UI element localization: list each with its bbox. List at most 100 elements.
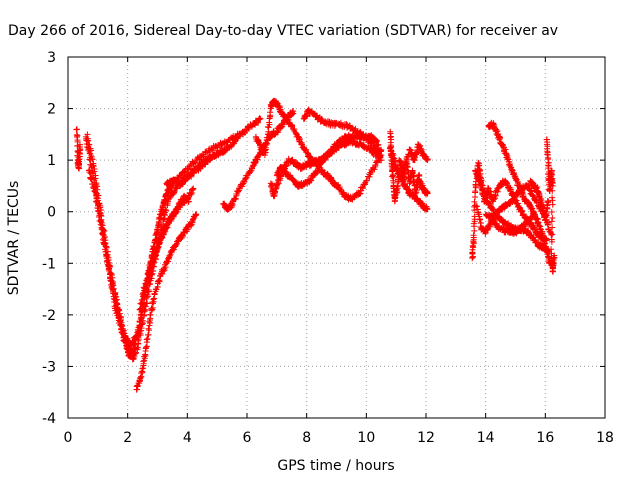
data-point — [150, 253, 157, 260]
data-point — [280, 111, 287, 118]
x-tick-label: 16 — [536, 430, 554, 446]
data-point — [112, 296, 119, 303]
series-trace-t — [473, 182, 555, 238]
data-point — [132, 350, 139, 357]
data-point — [87, 175, 94, 182]
data-point — [88, 176, 95, 183]
y-tick-label: 1 — [47, 153, 56, 169]
data-point — [535, 219, 542, 226]
y-tick-label: -3 — [42, 359, 56, 375]
series-trace-v — [527, 177, 552, 224]
series-trace-c — [84, 131, 242, 363]
series-trace-o — [387, 144, 431, 213]
data-point — [327, 150, 334, 157]
y-tick-label: -1 — [42, 256, 56, 272]
data-point — [472, 188, 479, 195]
x-tick-label: 2 — [123, 430, 132, 446]
data-point — [93, 192, 100, 199]
data-point — [422, 153, 429, 160]
data-point — [193, 211, 200, 218]
data-point — [139, 365, 146, 372]
series-trace-u — [485, 119, 553, 267]
data-point — [545, 198, 552, 205]
data-point — [95, 200, 102, 207]
data-point — [545, 165, 552, 172]
data-point — [471, 198, 478, 205]
data-point — [95, 214, 102, 221]
data-point — [356, 191, 363, 198]
data-point — [149, 258, 156, 265]
data-point — [73, 126, 80, 133]
data-point — [529, 205, 536, 212]
data-point — [136, 319, 143, 326]
data-point — [147, 311, 154, 318]
data-point — [144, 300, 151, 307]
data-point — [423, 205, 430, 212]
data-point — [95, 208, 102, 215]
data-point — [267, 109, 274, 116]
data-point — [424, 206, 431, 213]
data-point — [470, 232, 477, 239]
data-point — [129, 339, 136, 346]
data-point — [152, 250, 159, 257]
data-point — [549, 215, 556, 222]
data-point — [263, 139, 270, 146]
data-point — [185, 198, 192, 205]
data-point — [262, 147, 269, 154]
y-axis-label: SDTVAR / TECUs — [6, 181, 22, 296]
data-point — [549, 231, 556, 238]
data-point — [97, 221, 104, 228]
data-point — [241, 178, 248, 185]
data-point — [544, 221, 551, 228]
data-point — [232, 195, 239, 202]
data-point — [140, 358, 147, 365]
x-tick-label: 10 — [357, 430, 375, 446]
data-point — [401, 165, 408, 172]
data-point — [190, 185, 197, 192]
data-point — [150, 296, 157, 303]
data-point — [402, 158, 409, 165]
data-point — [138, 311, 145, 318]
data-point — [378, 157, 385, 164]
data-point — [549, 187, 556, 194]
data-point — [537, 198, 544, 205]
data-point — [476, 216, 483, 223]
data-point — [528, 188, 535, 195]
data-point — [287, 172, 294, 179]
data-point — [326, 151, 333, 158]
data-point — [473, 203, 480, 210]
data-point — [235, 133, 242, 140]
data-point — [191, 159, 198, 166]
data-point — [321, 169, 328, 176]
data-point — [114, 300, 121, 307]
data-point — [94, 205, 101, 212]
plot-frame — [67, 56, 606, 419]
data-point — [139, 291, 146, 298]
data-point — [144, 335, 151, 342]
data-point — [520, 193, 527, 200]
data-point — [290, 108, 297, 115]
data-point — [159, 203, 166, 210]
data-point — [76, 141, 83, 148]
data-point — [524, 219, 531, 226]
series-trace-m — [300, 106, 385, 164]
data-point — [274, 181, 281, 188]
series-trace-a — [73, 126, 84, 172]
data-point — [366, 173, 373, 180]
data-point — [363, 177, 370, 184]
x-tick-label: 14 — [477, 430, 495, 446]
data-point — [233, 134, 240, 141]
data-point — [168, 183, 175, 190]
data-point — [423, 205, 430, 212]
data-point — [484, 185, 491, 192]
data-point — [96, 217, 103, 224]
data-point — [89, 181, 96, 188]
series-trace-h — [163, 146, 230, 188]
data-point — [519, 207, 526, 214]
data-point — [307, 176, 314, 183]
data-point — [413, 182, 420, 189]
series-trace-s — [482, 210, 537, 237]
data-point — [130, 338, 137, 345]
data-point — [409, 169, 416, 176]
